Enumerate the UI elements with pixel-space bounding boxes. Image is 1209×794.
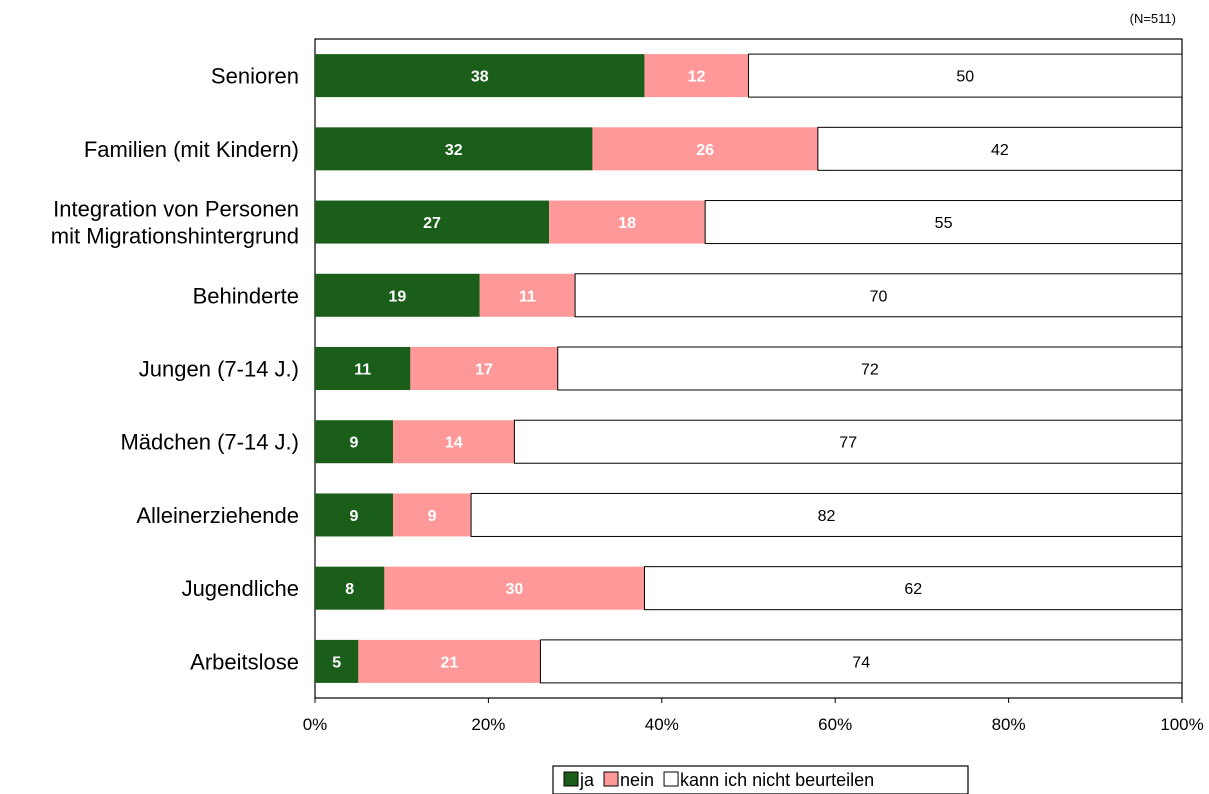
data-label-nein-7: 9 [428,508,437,525]
sample-size-note: (N=511) [1130,11,1176,26]
category-label-6: Mädchen (7-14 J.) [120,430,299,455]
legend: ja nein kann ich nicht beurteilen [552,765,969,794]
bar-segment-ja-1 [315,54,645,98]
bar-segment-nein-9 [358,639,541,683]
bar-segment-ja-3 [315,200,550,244]
bar-segment-kann-ich-nicht-beurteilen-6 [513,419,1183,464]
bar-segment-kann-ich-nicht-beurteilen-3 [704,200,1183,245]
data-label-kann-ich-nicht-beurteilen-1: 50 [956,69,974,86]
bar-segment-ja-8 [315,566,385,610]
category-label-4: Behinderte [193,283,299,308]
legend-label-kann-ich-nicht-beurteilen: kann ich nicht beurteilen [680,770,874,790]
legend-label-nein: nein [620,770,654,790]
bar-segment-nein-7 [393,493,472,537]
bar-segment-nein-2 [592,127,818,171]
x-tick-label-5: 80% [992,715,1026,734]
bar-segment-nein-1 [644,54,749,98]
data-label-kann-ich-nicht-beurteilen-2: 42 [991,142,1009,159]
data-label-nein-2: 26 [696,142,714,159]
bar-segment-kann-ich-nicht-beurteilen-2 [817,126,1183,171]
data-label-ja-7: 9 [350,508,359,525]
data-label-ja-6: 9 [350,435,359,452]
data-label-ja-9: 5 [332,654,341,671]
data-label-kann-ich-nicht-beurteilen-4: 70 [870,288,888,305]
category-label-3-line-1: Integration von Personen [53,197,299,222]
bar-segment-kann-ich-nicht-beurteilen-4 [574,273,1183,318]
x-tick-label-1: 0% [303,715,328,734]
bars-group: 38 12 50 32 26 42 27 18 55 19 11 70 11 17 72 9 14 77 9 9 82 8… [315,53,1183,684]
data-label-ja-1: 38 [471,69,489,86]
bar-segment-kann-ich-nicht-beurteilen-5 [557,346,1183,391]
legend-swatch-kann-ich-nicht-beurteilen [663,771,679,787]
bar-segment-ja-9 [315,639,359,683]
data-label-kann-ich-nicht-beurteilen-9: 74 [852,654,870,671]
legend-box [552,765,969,794]
x-tick-label-3: 40% [645,715,679,734]
data-label-ja-4: 19 [388,288,406,305]
data-label-kann-ich-nicht-beurteilen-7: 82 [818,508,836,525]
x-tick-label-6: 100% [1160,715,1203,734]
category-label-8: Jugendliche [182,576,299,601]
category-label-2: Familien (mit Kindern) [84,137,299,162]
bar-segment-kann-ich-nicht-beurteilen-8 [643,566,1183,611]
legend-swatch-ja [563,771,579,787]
bar-segment-kann-ich-nicht-beurteilen-9 [539,639,1183,684]
data-label-nein-1: 12 [688,69,706,86]
data-label-kann-ich-nicht-beurteilen-3: 55 [935,215,953,232]
data-label-kann-ich-nicht-beurteilen-8: 62 [904,581,922,598]
data-label-nein-4: 11 [519,288,536,305]
category-label-9: Arbeitslose [190,649,299,674]
bar-segment-ja-4 [315,273,480,317]
category-label-1: Senioren [211,64,299,89]
data-label-kann-ich-nicht-beurteilen-6: 77 [839,435,857,452]
data-label-nein-9: 21 [440,654,458,671]
bar-segment-ja-5 [315,347,411,390]
x-axis-ticks: 0% 20% 40% 60% 80% 100% [303,698,1204,734]
data-label-nein-6: 14 [445,435,463,452]
category-labels: Senioren Familien (mit Kindern) Integratio… [51,64,299,675]
category-label-3-line-2: mit Migrationshintergrund [51,224,299,249]
legend-swatch-nein [603,771,619,787]
bar-segment-nein-4 [479,273,576,317]
bar-segment-ja-2 [315,127,593,171]
bar-segment-nein-3 [549,200,706,244]
bar-segment-nein-5 [410,347,558,390]
category-label-7: Alleinerziehende [136,503,299,528]
bar-segment-kann-ich-nicht-beurteilen-7 [470,492,1183,537]
bar-segment-nein-6 [393,420,515,464]
data-label-ja-3: 27 [423,215,441,232]
data-label-ja-2: 32 [445,142,463,159]
x-tick-label-2: 20% [471,715,505,734]
bar-segment-ja-7 [315,493,394,537]
category-label-5: Jungen (7-14 J.) [139,357,299,382]
data-label-nein-3: 18 [618,215,636,232]
bar-segment-nein-8 [384,566,645,610]
legend-label-ja: ja [579,770,595,790]
data-label-ja-8: 8 [345,581,354,598]
bar-segment-kann-ich-nicht-beurteilen-1 [748,53,1183,98]
x-tick-label-4: 60% [818,715,852,734]
data-label-nein-8: 30 [506,581,524,598]
data-label-ja-5: 11 [354,362,371,379]
bar-segment-ja-6 [315,420,394,464]
data-label-nein-5: 17 [475,362,493,379]
data-label-kann-ich-nicht-beurteilen-5: 72 [861,362,879,379]
